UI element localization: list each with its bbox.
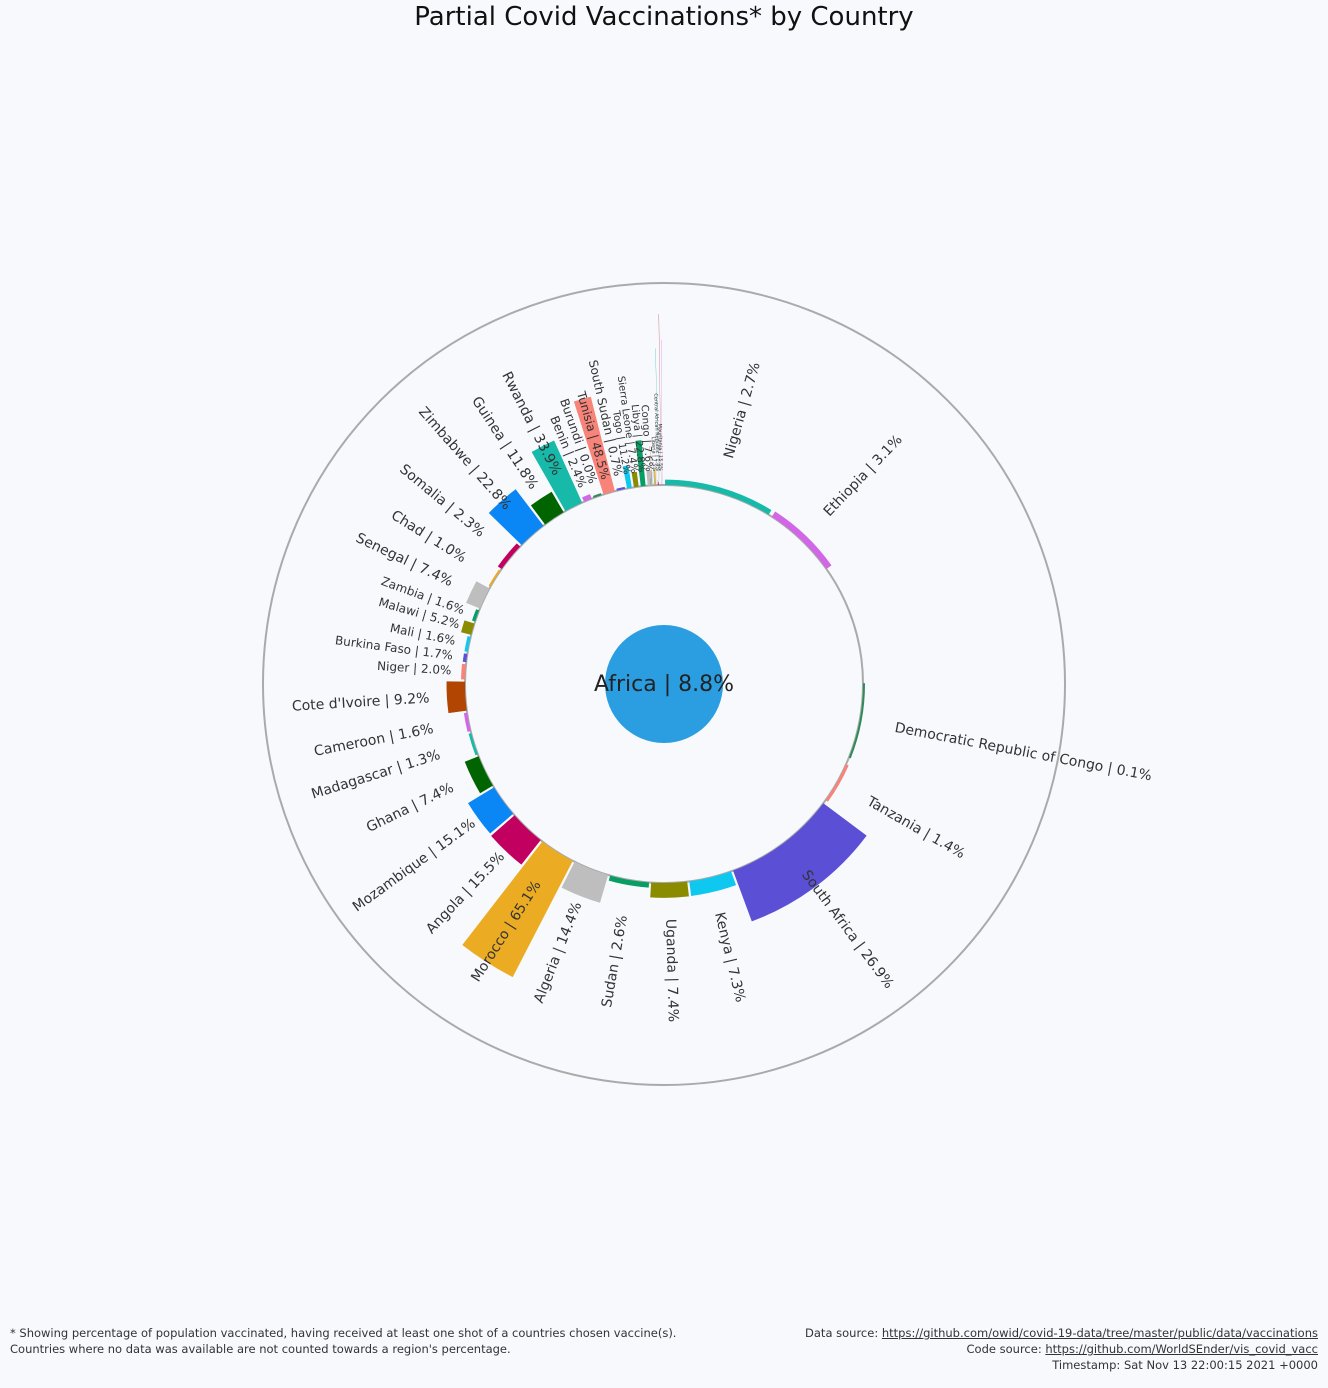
small-country-bar[interactable] <box>658 433 661 486</box>
country-bar-uganda[interactable] <box>650 881 689 898</box>
country-bar-togo[interactable] <box>622 465 632 489</box>
country-bar-ghana[interactable] <box>464 756 493 794</box>
country-label: Democratic Republic of Congo | 0.1% <box>893 720 1153 784</box>
small-country-bar[interactable] <box>654 474 656 486</box>
small-country-bar[interactable] <box>655 468 657 486</box>
country-label: Nigeria | 2.7% <box>721 360 764 460</box>
country-label: Niger | 2.0% <box>377 659 452 678</box>
country-bar-ethiopia[interactable] <box>771 511 832 570</box>
country-label: Ethiopia | 3.1% <box>821 432 906 520</box>
country-bar-south-sudan[interactable] <box>616 486 626 491</box>
country-bar-nigeria[interactable] <box>665 479 772 515</box>
country-bar-congo[interactable] <box>646 470 653 486</box>
small-country-bar[interactable] <box>658 314 662 486</box>
country-bar-rwanda[interactable] <box>531 440 583 512</box>
small-country-bar[interactable] <box>660 339 663 486</box>
country-label: Uganda | 7.4% <box>662 919 681 1023</box>
country-bar-democratic-republic-of-congo[interactable] <box>848 683 865 759</box>
country-bar-angola[interactable] <box>491 815 541 865</box>
country-bar-zambia[interactable] <box>472 609 480 622</box>
country-bar-guinea[interactable] <box>530 491 564 525</box>
small-country-bar[interactable] <box>653 464 655 486</box>
country-bar-cote-d-ivoire[interactable] <box>446 681 467 714</box>
country-bar-tunisia[interactable] <box>573 396 615 495</box>
country-label: Ghana | 7.4% <box>364 780 456 836</box>
footnote-line-2: Countries where no data was available ar… <box>10 1342 511 1356</box>
code-source-link[interactable]: https://github.com/WorldSEnder/vis_covid… <box>1045 1342 1318 1356</box>
country-bar-sierra-leone[interactable] <box>631 471 639 488</box>
country-bar-madagascar[interactable] <box>468 733 478 756</box>
country-label: Tanzania | 1.4% <box>863 793 967 862</box>
small-country-bar[interactable] <box>649 446 653 486</box>
data-source-label: Data source: <box>805 1326 879 1340</box>
country-bar-burkina-faso[interactable] <box>462 653 468 663</box>
small-country-bar[interactable] <box>655 348 659 486</box>
small-country-bar[interactable] <box>650 478 651 486</box>
data-source-link[interactable]: https://github.com/owid/covid-19-data/tr… <box>881 1326 1318 1340</box>
country-label: Sudan | 2.6% <box>599 914 631 1009</box>
timestamp: Timestamp: Sat Nov 13 22:00:15 2021 +000… <box>1052 1358 1318 1372</box>
country-bar-morocco[interactable] <box>462 841 573 978</box>
country-label: Congo | 7.6% <box>638 404 654 472</box>
country-bar-niger[interactable] <box>461 663 466 680</box>
country-bar-benin[interactable] <box>582 494 592 502</box>
code-source-line: Code source: https://github.com/WorldSEn… <box>805 1341 1318 1357</box>
country-bar-sudan[interactable] <box>608 875 650 888</box>
country-label: South Africa | 26.9% <box>798 868 896 992</box>
country-bar-mali[interactable] <box>464 636 471 652</box>
country-bar-south-africa[interactable] <box>733 803 867 922</box>
country-bar-somalia[interactable] <box>497 543 521 570</box>
country-bars <box>446 314 867 978</box>
footnote-line-1: * Showing percentage of population vacci… <box>10 1326 677 1340</box>
source-info: Data source: https://github.com/owid/cov… <box>805 1325 1318 1373</box>
country-bar-burundi[interactable] <box>592 493 602 498</box>
country-label: Mauritania | 15.5% <box>656 424 663 472</box>
country-label: Liberia | 7.5% <box>650 437 658 472</box>
country-bar-tanzania[interactable] <box>825 764 849 802</box>
country-label: Cote d'Ivoire | 9.2% <box>291 690 429 714</box>
country-bar-cameroon[interactable] <box>463 712 471 732</box>
country-bar-central-african-republic[interactable] <box>658 482 659 486</box>
center-region-label: Africa | 8.8% <box>594 672 734 697</box>
country-bar-algeria[interactable] <box>561 861 609 903</box>
country-bar-kenya[interactable] <box>689 871 737 896</box>
chart-title: Partial Covid Vaccinations* by Country <box>414 2 914 32</box>
country-label: Kenya | 7.3% <box>711 911 748 1004</box>
data-source-line: Data source: https://github.com/owid/cov… <box>805 1325 1318 1341</box>
country-label: Central African Republic | 1.4% <box>652 393 660 471</box>
center-region-disc[interactable] <box>605 625 723 743</box>
country-bar-chad[interactable] <box>488 569 501 587</box>
country-bar-malawi[interactable] <box>461 620 475 635</box>
footnote: * Showing percentage of population vacci… <box>10 1325 676 1357</box>
country-bar-senegal[interactable] <box>466 581 490 609</box>
country-bar-mozambique[interactable] <box>468 787 514 834</box>
code-source-label: Code source: <box>966 1342 1042 1356</box>
outer-boundary-ring <box>262 282 1066 1086</box>
small-country-bar[interactable] <box>652 471 654 486</box>
country-bar-liberia[interactable] <box>653 470 657 486</box>
country-bar-zimbabwe[interactable] <box>488 489 544 546</box>
country-bar-libya[interactable] <box>635 440 646 487</box>
